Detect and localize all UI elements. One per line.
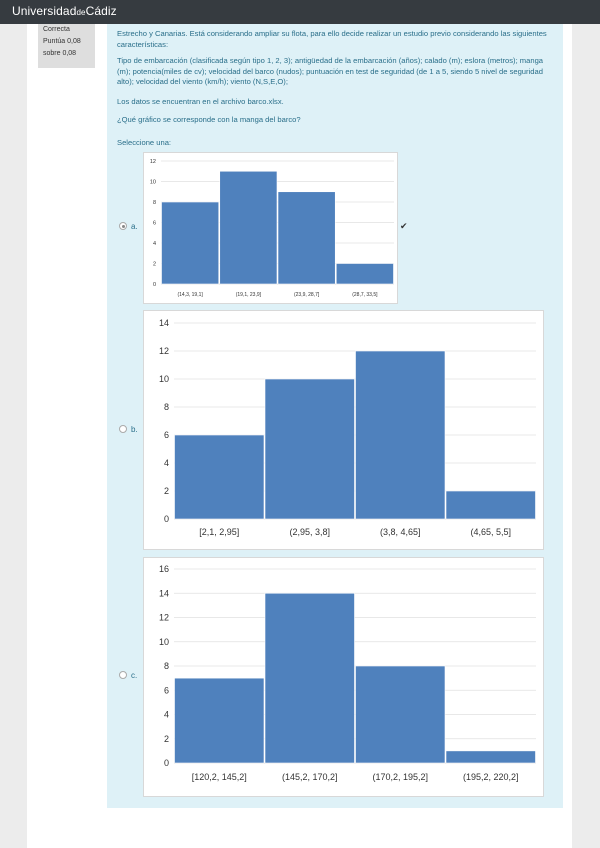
y-tick-label: 0 xyxy=(164,514,169,524)
y-tick-label: 2 xyxy=(164,486,169,496)
top-navbar: UniversidaddeCádiz xyxy=(0,0,600,24)
y-tick-label: 12 xyxy=(150,159,156,165)
histogram-chart-a: 0 2 4 6 8 10 12 (14,3, 19,1] (19,1, 23,9] (23,9, … xyxy=(150,159,394,298)
logo-text-de: de xyxy=(76,8,86,17)
histogram-bar xyxy=(277,191,336,285)
y-tick-label: 10 xyxy=(159,637,169,647)
select-label: Seleccione una: xyxy=(117,138,172,147)
question-variables: Tipo de embarcación (clasificada según t… xyxy=(117,56,544,87)
x-category-label: (195,2, 220,2] xyxy=(463,772,519,782)
option-b-label[interactable]: b. xyxy=(131,425,138,434)
y-tick-label: 8 xyxy=(164,661,169,671)
y-tick-label: 6 xyxy=(164,430,169,440)
logo-text-end: Cádiz xyxy=(85,4,117,18)
y-tick-label: 0 xyxy=(153,282,156,288)
x-category-label: (14,3, 19,1] xyxy=(177,292,203,298)
option-b-radio[interactable] xyxy=(119,425,127,433)
y-tick-label: 8 xyxy=(153,200,156,206)
histogram-bar xyxy=(219,170,278,285)
histogram-bar xyxy=(161,201,220,285)
y-tick-label: 6 xyxy=(153,220,156,226)
option-a-radio[interactable] xyxy=(119,222,127,230)
histogram-bar xyxy=(445,490,536,520)
histogram-bar xyxy=(264,378,355,520)
histogram-chart-c: 0 2 4 6 8 10 12 14 16 [120,2, 145,2] (145,2, 170,2… xyxy=(159,564,536,782)
y-tick-label: 4 xyxy=(164,458,169,468)
histogram-bar xyxy=(264,592,355,764)
y-tick-label: 14 xyxy=(159,588,169,598)
y-tick-label: 4 xyxy=(153,241,156,247)
x-category-label: (4,65, 5,5] xyxy=(470,527,511,537)
question-score: Puntúa 0,08 xyxy=(43,38,81,45)
x-category-label: (170,2, 195,2] xyxy=(372,772,428,782)
question-intro: Estrecho y Canarias. Está considerando a… xyxy=(117,29,547,49)
histogram-bar xyxy=(445,750,536,764)
check-icon: ✔ xyxy=(400,221,408,231)
question-data-note: Los datos se encuentran en el archivo ba… xyxy=(117,97,284,106)
x-category-label: (28,7, 33,5] xyxy=(352,292,378,298)
x-category-label: (3,8, 4,65] xyxy=(380,527,421,537)
histogram-bar xyxy=(355,350,446,520)
y-tick-label: 12 xyxy=(159,346,169,356)
y-tick-label: 12 xyxy=(159,613,169,623)
y-tick-label: 8 xyxy=(164,402,169,412)
y-tick-label: 4 xyxy=(164,710,169,720)
x-category-label: (19,1, 23,9] xyxy=(236,292,262,298)
university-logo[interactable]: UniversidaddeCádiz xyxy=(12,4,117,18)
option-c-chart: 0 2 4 6 8 10 12 14 16 [120,2, 145,2] (145,2, 170,2… xyxy=(143,557,544,797)
option-b-chart: 0 2 4 6 8 10 12 14 [2,1, 2,95] (2,95, 3,8] (3,8, 4… xyxy=(143,310,544,550)
x-category-label: (145,2, 170,2] xyxy=(282,772,338,782)
histogram-bar xyxy=(335,263,394,285)
histogram-bar xyxy=(355,665,446,764)
histogram-bar xyxy=(174,434,265,520)
x-category-label: (2,95, 3,8] xyxy=(289,527,330,537)
y-tick-label: 16 xyxy=(159,564,169,574)
question-status: Correcta xyxy=(43,26,70,33)
logo-text-main: Universidad xyxy=(12,4,77,18)
question-prompt: ¿Qué gráfico se corresponde con la manga… xyxy=(117,115,301,124)
question-info-panel: Correcta Puntúa 0,08 sobre 0,08 xyxy=(38,24,95,68)
y-tick-label: 10 xyxy=(159,374,169,384)
x-category-label: (23,9, 28,7] xyxy=(294,292,320,298)
y-tick-label: 2 xyxy=(153,261,156,267)
option-a-chart: 0 2 4 6 8 10 12 (14,3, 19,1] (19,1, 23,9] (23,9, … xyxy=(143,152,398,304)
option-c-label[interactable]: c. xyxy=(131,671,138,680)
y-tick-label: 0 xyxy=(164,758,169,768)
x-category-label: [2,1, 2,95] xyxy=(199,527,239,537)
histogram-chart-b: 0 2 4 6 8 10 12 14 [2,1, 2,95] (2,95, 3,8] (3,8, 4… xyxy=(159,318,536,537)
y-tick-label: 6 xyxy=(164,685,169,695)
x-category-label: [120,2, 145,2] xyxy=(192,772,247,782)
y-tick-label: 14 xyxy=(159,318,169,328)
y-tick-label: 2 xyxy=(164,734,169,744)
y-tick-label: 10 xyxy=(150,179,156,185)
question-max-score: sobre 0,08 xyxy=(43,50,77,57)
option-c-radio[interactable] xyxy=(119,671,127,679)
histogram-bar xyxy=(174,677,265,764)
option-a-label[interactable]: a. xyxy=(131,222,138,231)
